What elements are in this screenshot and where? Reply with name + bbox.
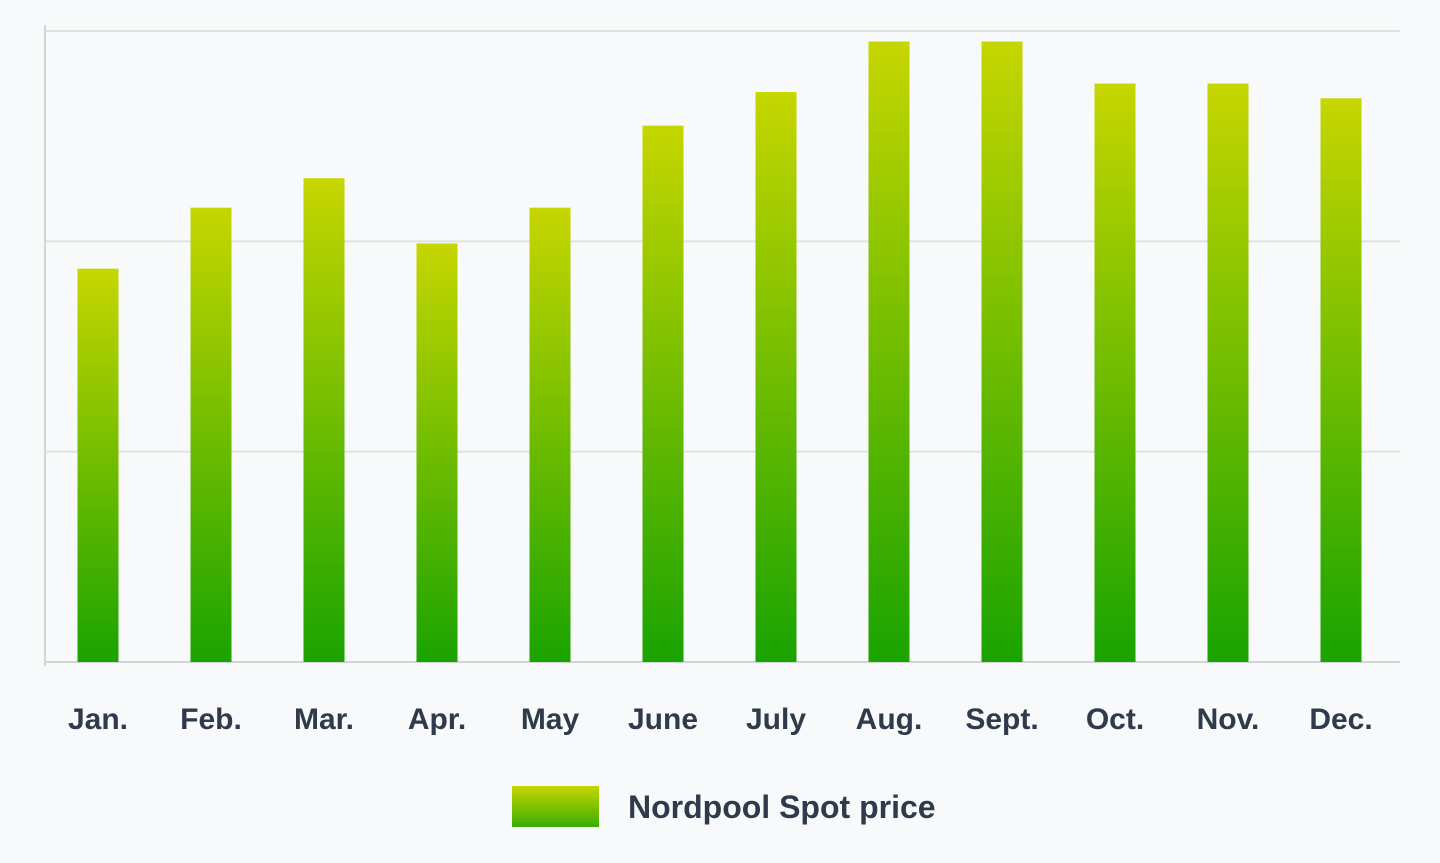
bar-jan [77, 268, 119, 662]
bar-may [529, 207, 571, 662]
bar-oct [1094, 83, 1136, 663]
bar-apr [416, 243, 458, 663]
bar-feb [190, 207, 232, 662]
x-tick-label: Aug. [856, 703, 923, 736]
x-tick-label: Oct. [1086, 703, 1144, 736]
bar-aug [868, 41, 910, 663]
x-tick-label: Feb. [180, 703, 242, 736]
bar-mar [303, 178, 345, 662]
legend-swatch [512, 786, 599, 827]
bar-sept [981, 41, 1023, 663]
bar-july [755, 91, 797, 663]
bar-nov [1207, 83, 1249, 663]
x-tick-label: Sept. [965, 703, 1038, 736]
bar-dec [1320, 98, 1362, 663]
bars [77, 41, 1362, 663]
x-tick-label: Jan. [68, 703, 128, 736]
gridlines [44, 25, 1400, 666]
x-tick-label: May [521, 703, 580, 736]
x-tick-label: Nov. [1197, 703, 1260, 736]
x-tick-labels: Jan. Feb. Mar. Apr. May June July Aug. Sept. Oct.… [68, 703, 1373, 736]
x-tick-label: Dec. [1309, 703, 1372, 736]
legend-label: Nordpool Spot price [628, 789, 936, 825]
legend: Nordpool Spot price [512, 786, 936, 827]
x-tick-label: June [628, 703, 698, 736]
x-tick-label: Apr. [408, 703, 466, 736]
x-tick-label: July [746, 703, 806, 736]
x-tick-label: Mar. [294, 703, 354, 736]
bar-june [642, 125, 684, 662]
